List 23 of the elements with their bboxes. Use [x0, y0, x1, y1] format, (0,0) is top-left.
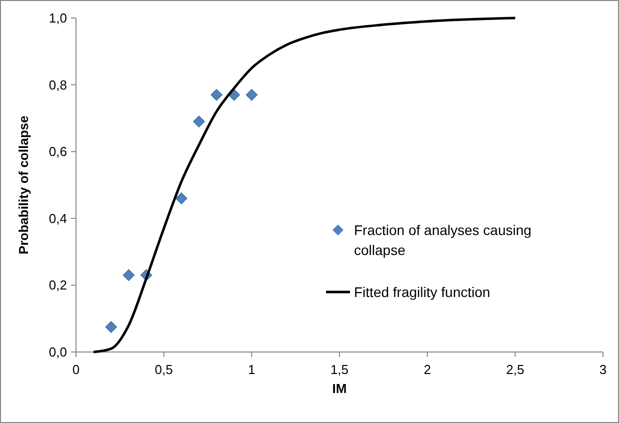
point [122, 269, 135, 282]
x-tick-label: 2 [424, 362, 431, 377]
point [210, 88, 222, 101]
legend-label: Fitted fragility function [354, 284, 490, 300]
point [105, 321, 117, 333]
x-tick-label: 0 [72, 362, 80, 377]
legend-label: Fraction of analyses causing collapse [354, 222, 532, 258]
x-tick-label: 3 [599, 362, 607, 377]
y-tick-label: 0,2 [48, 278, 67, 293]
point [193, 116, 205, 128]
y-axis-title: Probability of collapse [16, 116, 31, 254]
y-tick-label: 0,0 [48, 344, 67, 360]
x-tick-label: 0,5 [154, 362, 173, 377]
point [176, 192, 188, 204]
point [246, 88, 258, 101]
x-axis-title: IM [332, 381, 347, 396]
y-tick-label: 0,4 [48, 210, 67, 226]
x-tick-label: 2,5 [506, 362, 524, 377]
x-tick-label: 1 [248, 362, 256, 377]
y-tick-label: 0,8 [48, 77, 67, 92]
y-tick-label: 1,0 [48, 10, 67, 26]
y-tick-label: 0,6 [48, 144, 67, 160]
x-tick-label: 1,5 [330, 362, 349, 377]
